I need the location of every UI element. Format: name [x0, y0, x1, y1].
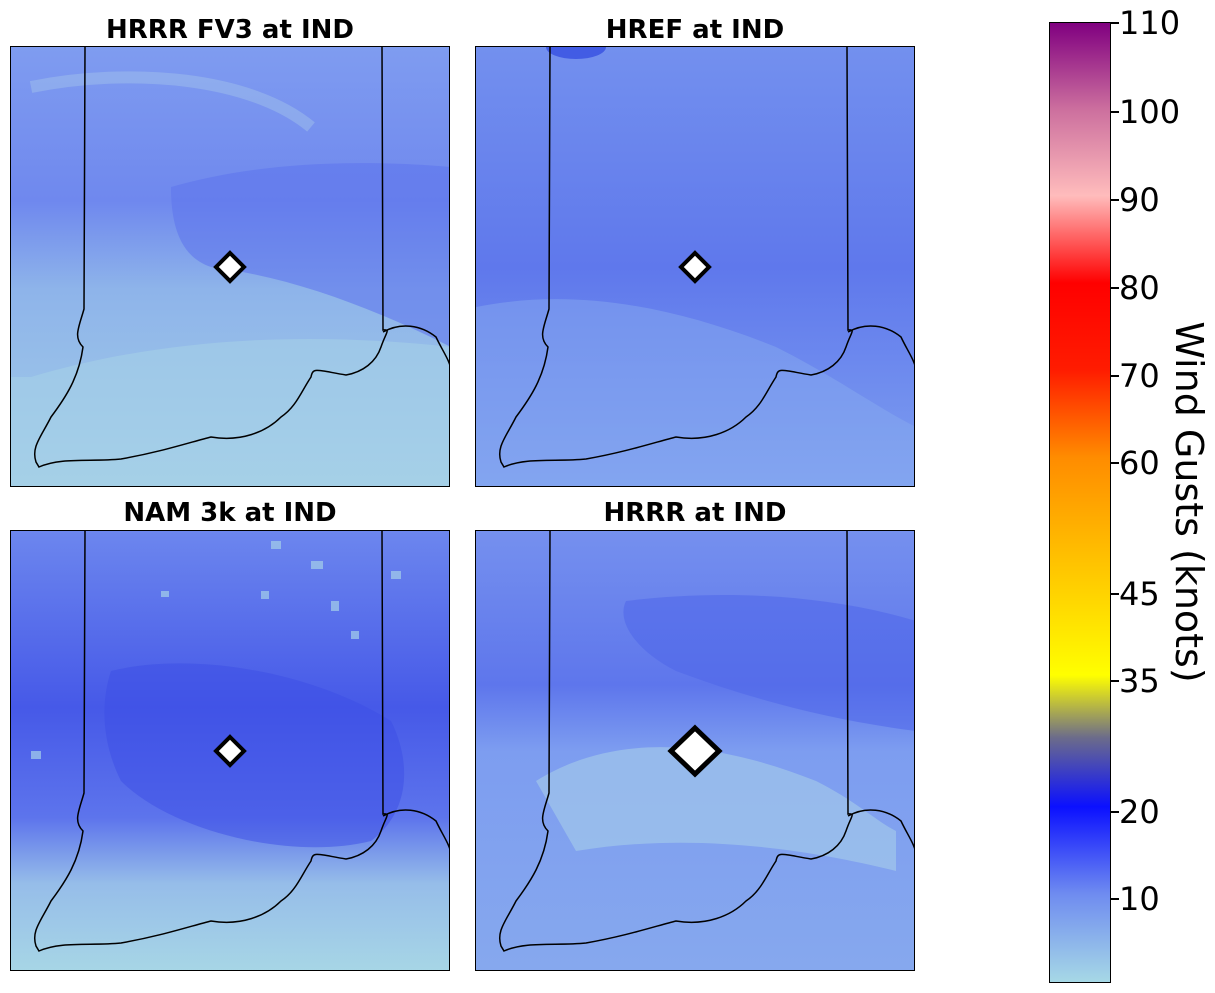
- colorbar-tick-label: 100: [1119, 94, 1180, 130]
- colorbar-tick-label: 90: [1119, 182, 1160, 218]
- colorbar-tick-label: 10: [1119, 881, 1160, 917]
- map-panel-hrrr: [475, 530, 915, 971]
- map-panel-hrrr-fv3: [10, 46, 450, 487]
- colorbar-tick: [1111, 22, 1119, 24]
- map-panel-nam-3k: [10, 530, 450, 971]
- colorbar-tick: [1111, 111, 1119, 113]
- colorbar-tick: [1111, 199, 1119, 201]
- colorbar-tick-label: 80: [1119, 270, 1160, 306]
- colorbar-tick-label: 60: [1119, 445, 1160, 481]
- colorbar-tick-label: 70: [1119, 358, 1160, 394]
- colorbar-tick-label: 35: [1119, 663, 1160, 699]
- panel-title-nam-3k: NAM 3k at IND: [10, 498, 450, 528]
- colorbar-tick: [1111, 375, 1119, 377]
- map-panel-href: [475, 46, 915, 487]
- panel-title-href: HREF at IND: [475, 15, 915, 45]
- colorbar-tick: [1111, 287, 1119, 289]
- colorbar-tick: [1111, 811, 1119, 813]
- panel-title-hrrr-fv3: HRRR FV3 at IND: [10, 15, 450, 45]
- colorbar-tick: [1111, 593, 1119, 595]
- colorbar-tick-label: 20: [1119, 794, 1160, 830]
- colorbar-tick: [1111, 898, 1119, 900]
- colorbar-tick: [1111, 462, 1119, 464]
- colorbar-label: Wind Gusts (knots): [1167, 321, 1211, 682]
- colorbar: [1049, 22, 1111, 983]
- colorbar-tick: [1111, 680, 1119, 682]
- colorbar-tick-label: 45: [1119, 576, 1160, 612]
- panel-title-hrrr: HRRR at IND: [475, 498, 915, 528]
- colorbar-tick-label: 110: [1119, 5, 1180, 41]
